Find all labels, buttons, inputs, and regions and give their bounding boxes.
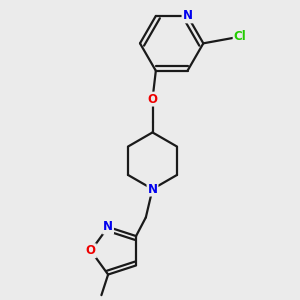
Text: O: O — [86, 244, 96, 257]
Text: N: N — [148, 183, 158, 196]
Text: N: N — [182, 9, 193, 22]
Text: N: N — [103, 220, 113, 233]
Text: O: O — [148, 93, 158, 106]
Text: Cl: Cl — [234, 30, 246, 43]
